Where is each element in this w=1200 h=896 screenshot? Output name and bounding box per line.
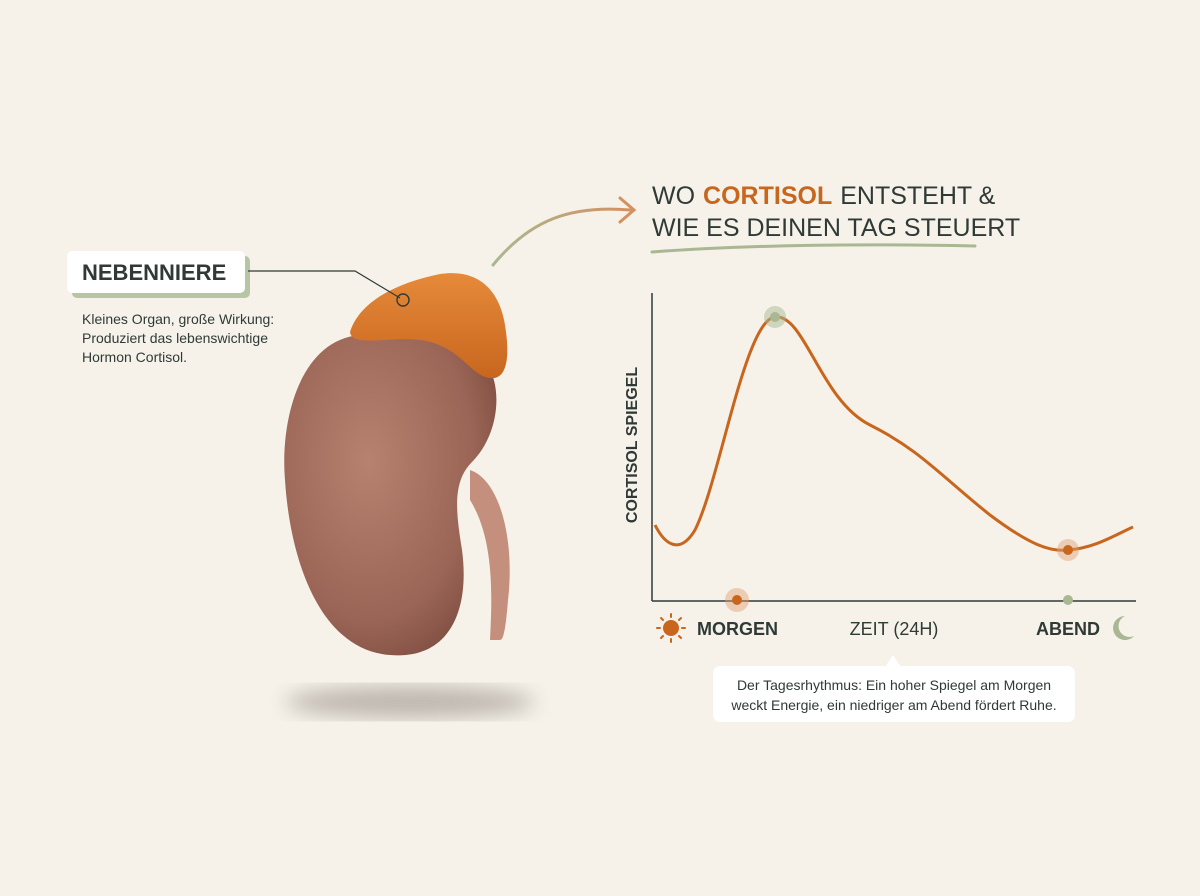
- y-axis-label: CORTISOL SPIEGEL: [624, 367, 641, 523]
- x-label-evening: ABEND: [1036, 619, 1100, 639]
- leader-dot: [396, 293, 410, 307]
- callout-pointer: [885, 655, 901, 667]
- x-label-morning: MORGEN: [697, 619, 778, 639]
- headline-part: WO: [652, 182, 695, 210]
- sun-icon: [656, 613, 686, 643]
- peak-dot: [770, 312, 780, 322]
- label-description: Kleines Organ, große Wirkung:: [82, 311, 274, 327]
- arrow: [491, 207, 632, 267]
- kidney: [284, 331, 497, 656]
- callout-text: Der Tagesrhythmus: Ein hoher Spiegel am …: [737, 677, 1051, 693]
- shadow: [285, 686, 535, 718]
- evening-dot: [1063, 595, 1073, 605]
- x-label-time: ZEIT (24H): [850, 619, 939, 639]
- label-title: NEBENNIERE: [82, 260, 226, 285]
- arrow-head: [618, 196, 637, 224]
- headline: WIE ES DEINEN TAG STEUERT: [652, 214, 1020, 242]
- callout-text: weckt Energie, ein niedriger am Abend fö…: [730, 697, 1056, 713]
- headline-part: ENTSTEHT &: [840, 182, 995, 210]
- adrenal-gland: [350, 273, 508, 379]
- ureter: [470, 470, 510, 640]
- headline: WO CORTISOL ENTSTEHT &: [652, 182, 996, 210]
- moon-icon: [1113, 616, 1134, 640]
- headline-highlight: CORTISOL: [703, 182, 832, 210]
- leader-line: [248, 270, 401, 299]
- callout-box: [713, 666, 1075, 722]
- label-description: Produziert das lebenswichtige: [82, 330, 268, 346]
- label-description: Hormon Cortisol.: [82, 349, 187, 365]
- headline-underline: [650, 243, 977, 254]
- morning-dot: [732, 595, 742, 605]
- cortisol-curve: [653, 315, 1134, 552]
- low-dot: [1063, 545, 1073, 555]
- label-box: [67, 251, 245, 293]
